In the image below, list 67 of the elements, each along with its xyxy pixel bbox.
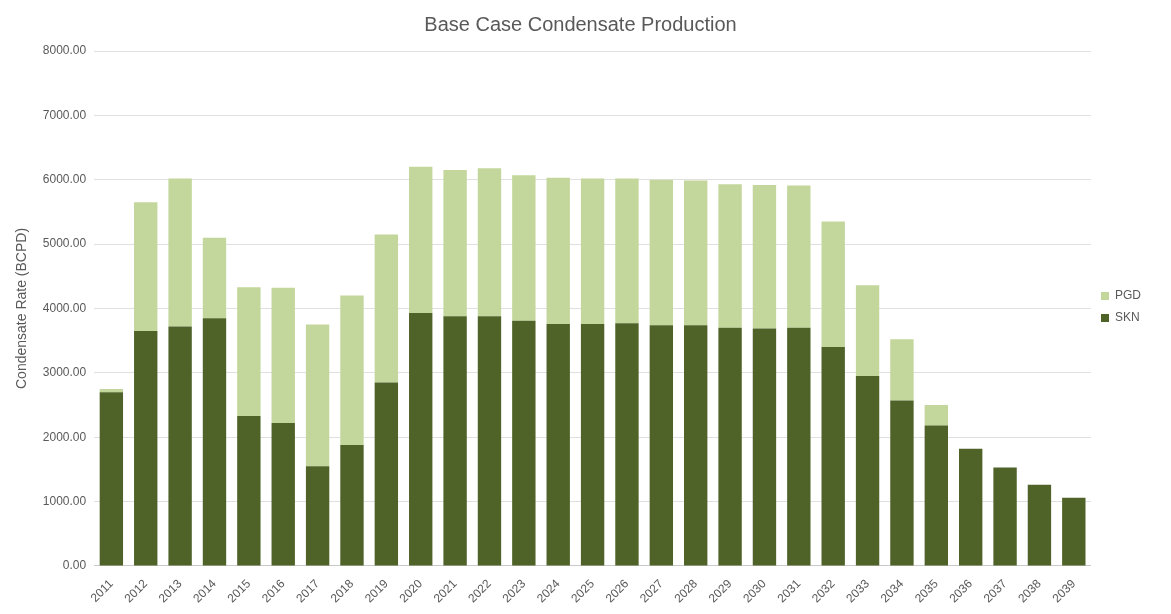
y-tick-label: 0.00 (62, 558, 87, 573)
bar (202, 318, 227, 566)
bar (477, 168, 502, 317)
bar (821, 221, 845, 348)
bar (202, 237, 227, 319)
bar (752, 184, 777, 329)
bar (512, 175, 536, 321)
bar (684, 325, 708, 566)
bar (855, 285, 880, 377)
chart-title: Base Case Condensate Production (424, 12, 737, 35)
bar (752, 328, 777, 566)
y-tick-label: 2000.00 (42, 429, 87, 444)
y-tick-label: 1000.00 (42, 493, 87, 508)
bar (168, 326, 192, 566)
bar (615, 323, 639, 566)
y-tick-label: 5000.00 (42, 236, 87, 251)
y-tick-label: 3000.00 (42, 365, 87, 380)
bar (580, 178, 605, 324)
bar (718, 327, 742, 566)
bar (237, 287, 261, 416)
bar (443, 170, 467, 317)
y-axis-title: Condensate Rate (BCPD) (13, 227, 30, 390)
bar (409, 166, 433, 313)
bar (271, 423, 295, 566)
bar (580, 323, 605, 566)
bar (787, 327, 811, 566)
bar (134, 202, 158, 331)
bar (546, 323, 570, 566)
bar (1062, 497, 1086, 566)
bar (684, 180, 708, 326)
bar (409, 312, 433, 566)
bar (477, 316, 502, 566)
bar (890, 339, 914, 401)
bar (99, 388, 124, 393)
y-tick-label: 7000.00 (42, 107, 87, 122)
bar (546, 177, 570, 324)
legend-label: PGD (1115, 288, 1142, 303)
bar (340, 295, 364, 445)
bar (924, 405, 948, 426)
y-tick-label: 8000.00 (42, 43, 87, 58)
bar (305, 466, 330, 566)
bar (615, 178, 639, 324)
bar (649, 179, 674, 326)
bar (959, 448, 983, 566)
y-tick-label: 4000.00 (42, 300, 87, 315)
bar (374, 234, 399, 383)
bar (993, 467, 1017, 566)
bar (340, 444, 364, 566)
bar (649, 325, 674, 566)
bar (237, 415, 261, 566)
legend-label: SKN (1115, 310, 1140, 325)
bar (271, 287, 295, 424)
bar (787, 185, 811, 328)
y-tick-label: 6000.00 (42, 172, 87, 187)
bar (890, 400, 914, 566)
bar (718, 184, 742, 328)
bar (924, 425, 948, 566)
bar (305, 324, 330, 467)
bar (821, 347, 845, 566)
bar (99, 392, 124, 566)
bar (443, 316, 467, 566)
bar (512, 320, 536, 566)
bar (1027, 484, 1052, 566)
bar (374, 382, 399, 566)
bar (168, 178, 192, 327)
bar (134, 331, 158, 566)
bar (855, 376, 880, 566)
